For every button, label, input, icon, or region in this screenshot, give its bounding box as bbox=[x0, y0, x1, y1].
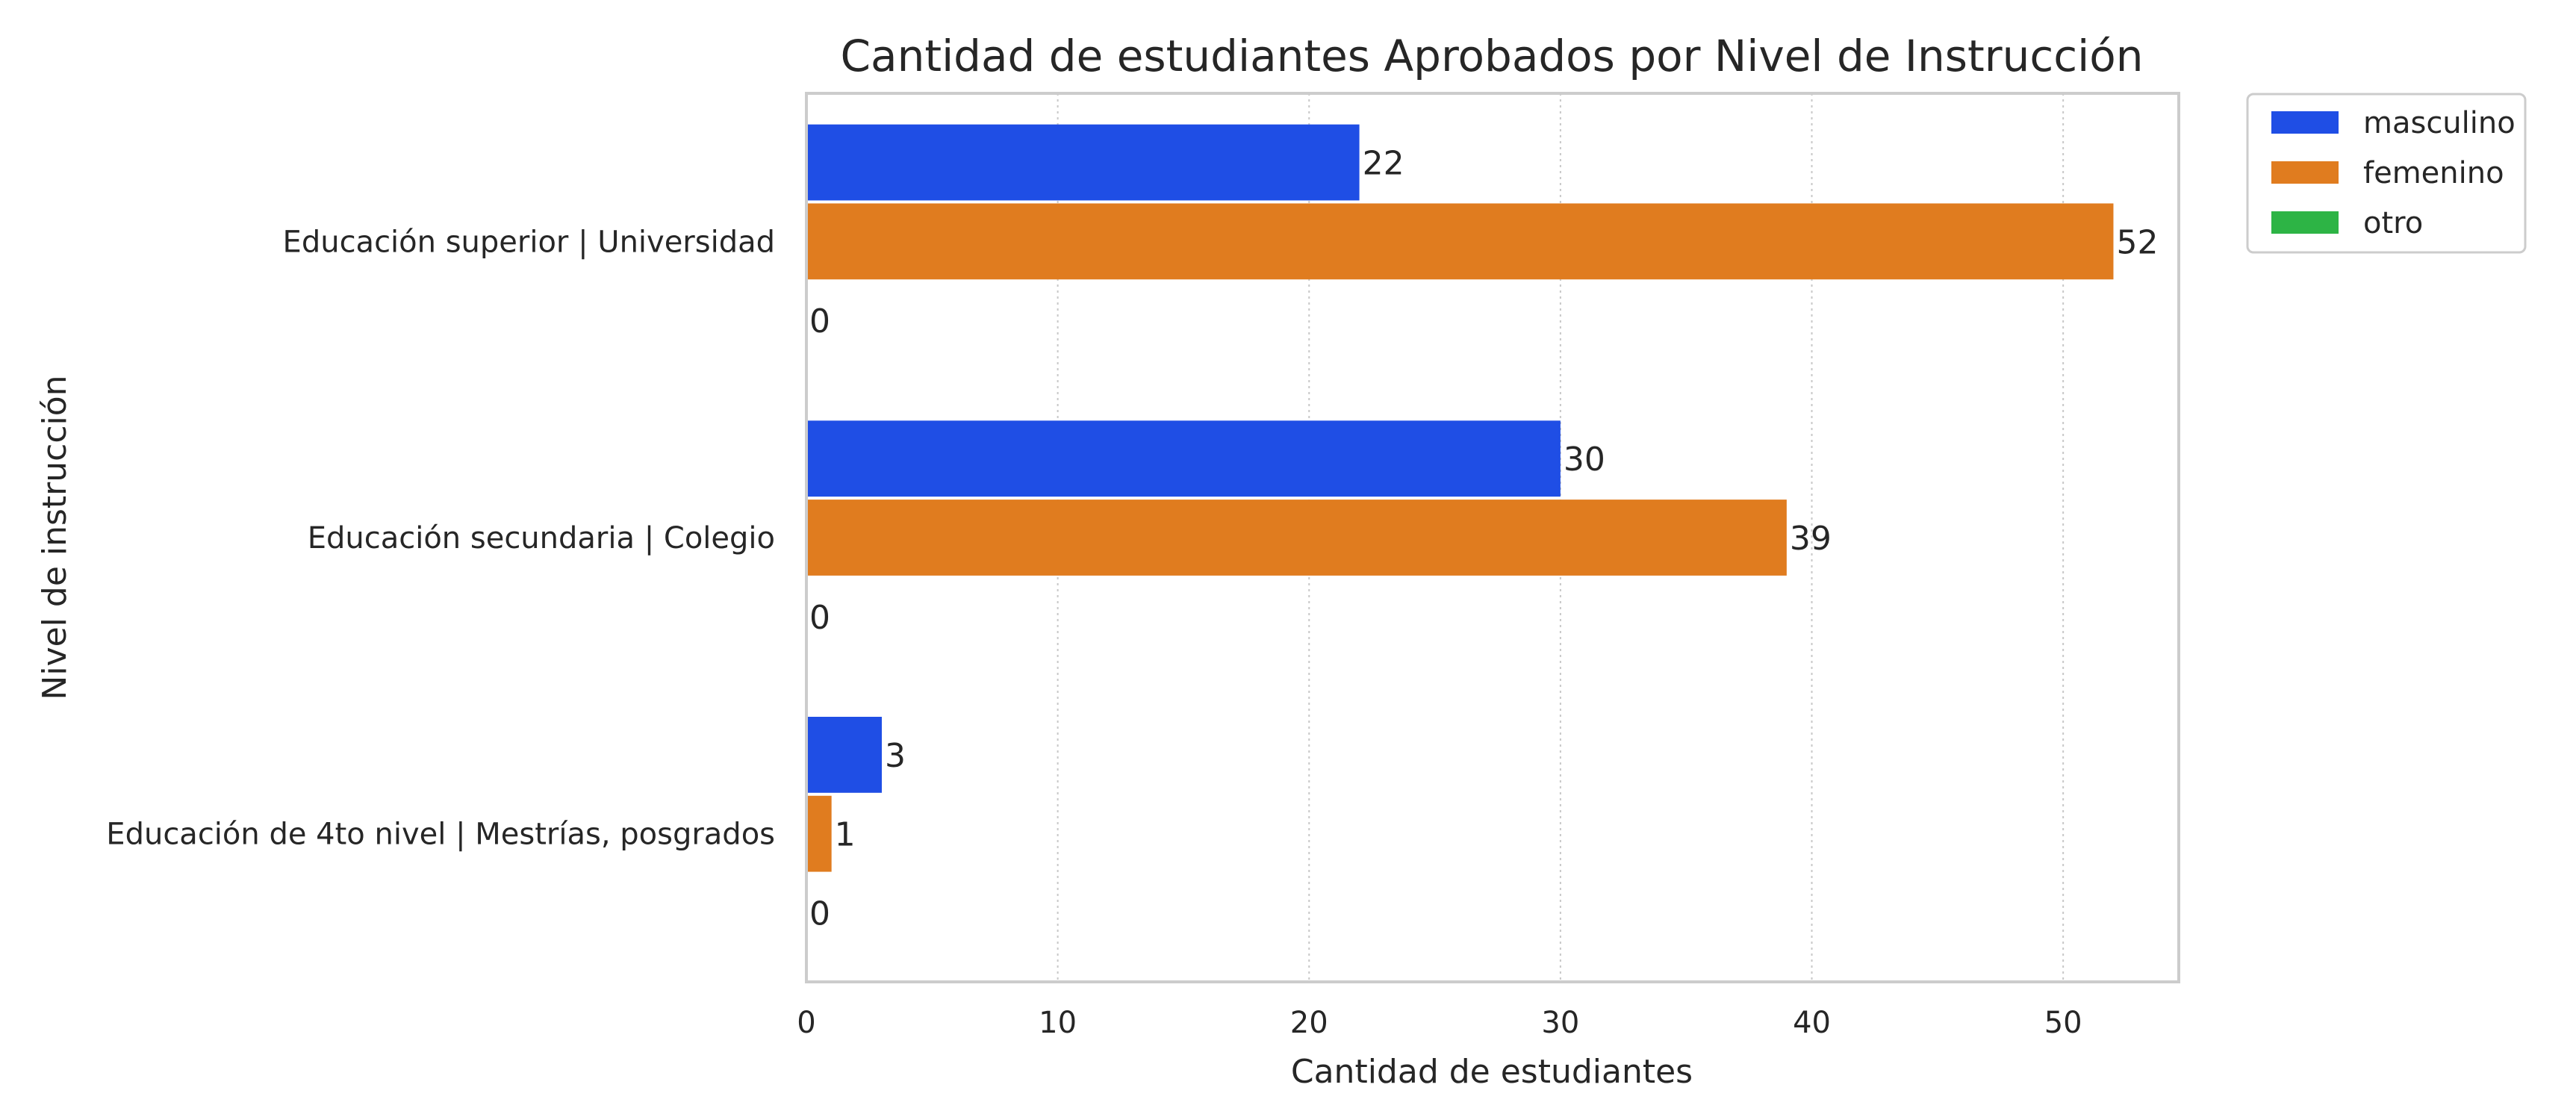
bar-femenino bbox=[806, 203, 2114, 280]
y-category-label: Educación de 4to nivel | Mestrías, posgr… bbox=[106, 818, 775, 852]
data-label: 39 bbox=[1790, 520, 1832, 558]
data-labels: 22 52 0 30 39 0 3 1 0 bbox=[809, 145, 2158, 933]
x-tick-label: 40 bbox=[1793, 1006, 1831, 1040]
x-axis-label: Cantidad de estudiantes bbox=[1291, 1053, 1693, 1091]
y-category-label: Educación secundaria | Colegio bbox=[308, 521, 775, 556]
bar-femenino bbox=[806, 500, 1787, 576]
legend-swatch-femenino bbox=[2271, 161, 2339, 184]
legend-swatch-otro bbox=[2271, 211, 2339, 234]
y-axis-categories: Educación superior | Universidad Educació… bbox=[106, 225, 775, 851]
x-tick-label: 10 bbox=[1039, 1006, 1077, 1040]
x-tick-label: 20 bbox=[1290, 1006, 1328, 1040]
x-tick-label: 0 bbox=[797, 1006, 815, 1040]
legend-swatch-masculino bbox=[2271, 111, 2339, 134]
data-label: 0 bbox=[809, 302, 830, 340]
y-axis-label: Nivel de instrucción bbox=[36, 375, 74, 700]
bar-masculino bbox=[806, 420, 1561, 497]
bar-femenino bbox=[806, 795, 832, 872]
y-category-label: Educación superior | Universidad bbox=[283, 225, 775, 259]
legend-items: masculino femenino otro bbox=[2271, 106, 2516, 240]
data-label: 22 bbox=[1363, 145, 1404, 183]
bars bbox=[806, 124, 2114, 872]
legend-label-femenino: femenino bbox=[2363, 156, 2504, 190]
data-label: 0 bbox=[809, 895, 830, 933]
data-label: 1 bbox=[835, 816, 856, 854]
x-tick-label: 30 bbox=[1541, 1006, 1579, 1040]
x-axis-ticks: 0 10 20 30 40 50 bbox=[797, 1006, 2082, 1040]
data-label: 30 bbox=[1564, 441, 1605, 479]
legend-label-masculino: masculino bbox=[2363, 106, 2516, 140]
data-label: 52 bbox=[2116, 223, 2158, 261]
chart-title: Cantidad de estudiantes Aprobados por Ni… bbox=[841, 31, 2144, 81]
plot-frame bbox=[805, 92, 2180, 983]
data-label: 3 bbox=[885, 737, 906, 775]
bar-masculino bbox=[806, 717, 882, 793]
bar-masculino bbox=[806, 124, 1360, 201]
data-label: 0 bbox=[809, 599, 830, 637]
legend-label-otro: otro bbox=[2363, 206, 2423, 240]
x-tick-label: 50 bbox=[2044, 1006, 2082, 1040]
legend: masculino femenino otro bbox=[2246, 93, 2527, 254]
